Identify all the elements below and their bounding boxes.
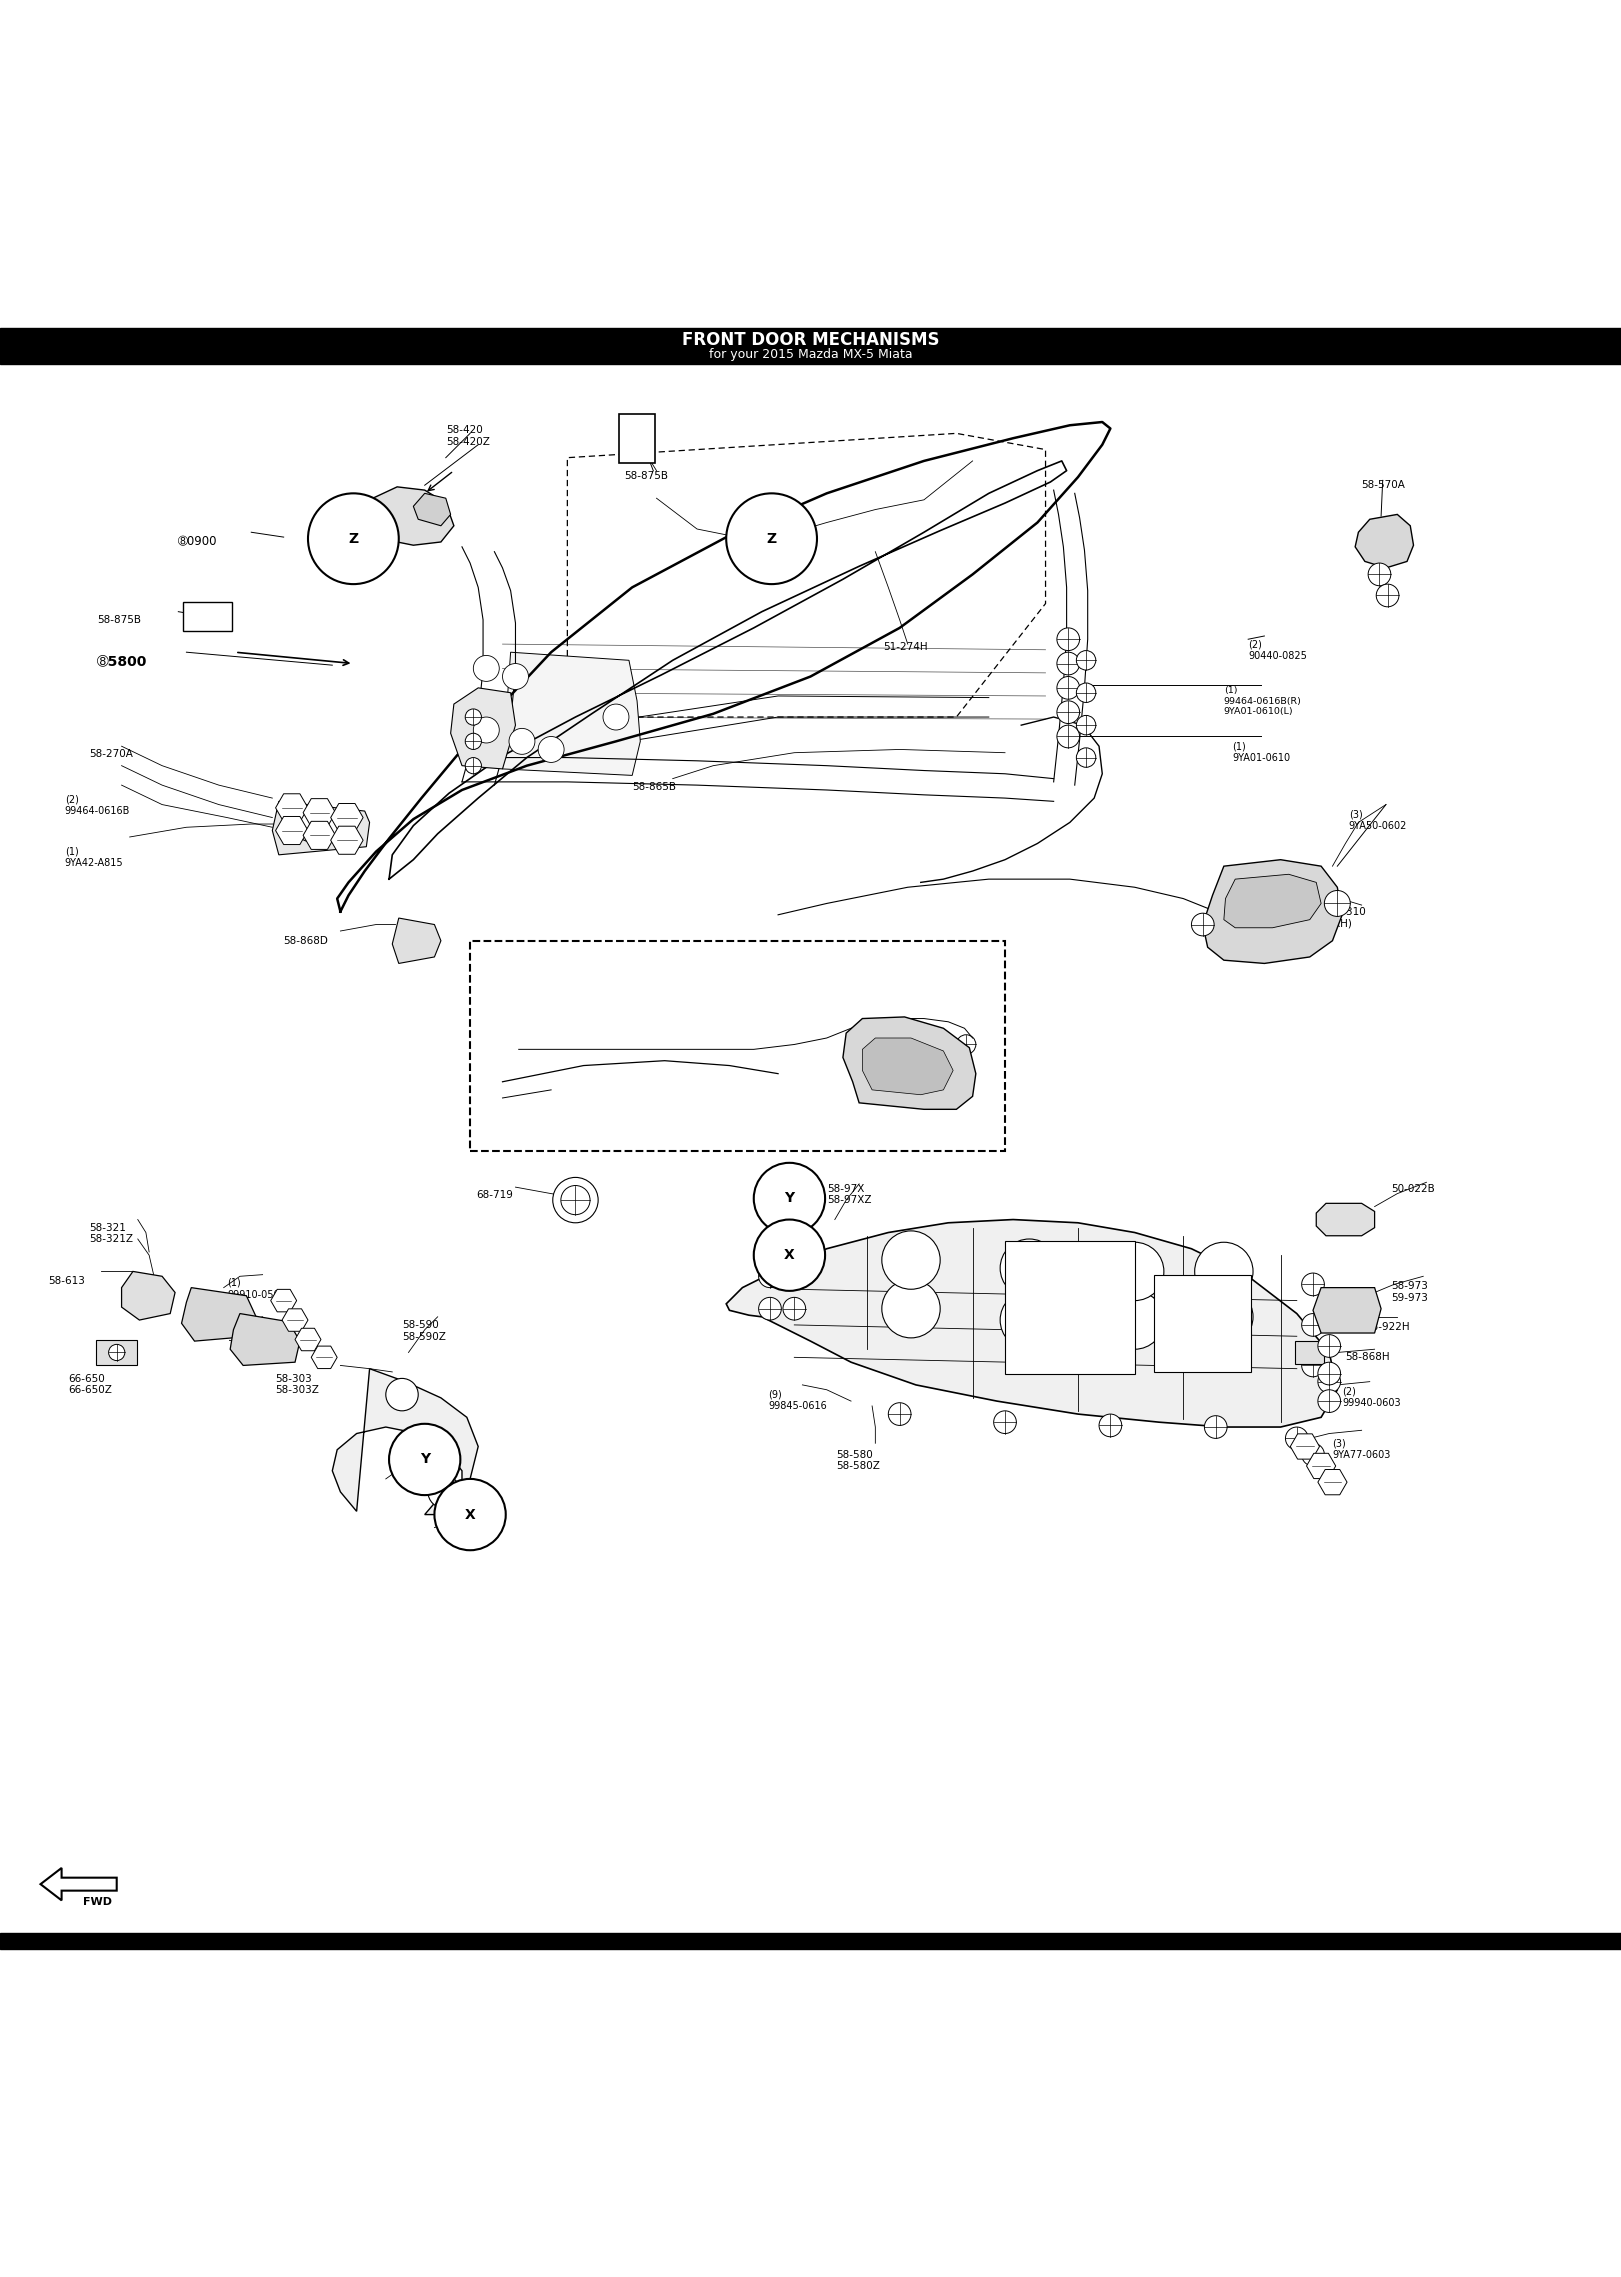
Circle shape [783,1257,806,1280]
Polygon shape [357,487,454,544]
Circle shape [428,1475,460,1507]
Circle shape [888,1403,911,1425]
Circle shape [465,733,481,749]
Text: Y: Y [785,1191,794,1205]
Polygon shape [1203,861,1342,963]
Text: (1)
99861-0516: (1) 99861-0516 [227,1321,285,1343]
Circle shape [1076,715,1096,735]
Text: (1)
9YA42-A815: (1) 9YA42-A815 [65,847,123,868]
Circle shape [882,1280,940,1339]
Polygon shape [1290,1435,1319,1460]
Polygon shape [503,651,640,776]
Polygon shape [332,1368,478,1514]
Bar [1005,1241,1135,1373]
Circle shape [1076,683,1096,701]
Polygon shape [1355,515,1414,567]
Bar [1154,1275,1251,1373]
Text: (3)
9YA50-0602: (3) 9YA50-0602 [1349,808,1407,831]
Text: (2)
99464-0616B: (2) 99464-0616B [65,795,130,817]
Circle shape [1000,1239,1059,1298]
Polygon shape [392,918,441,963]
Polygon shape [311,1346,337,1368]
Circle shape [994,1412,1016,1435]
Text: ➇0900: ➇0900 [178,535,217,549]
Circle shape [1106,1291,1164,1350]
Circle shape [1302,1444,1324,1466]
Text: Z: Z [349,533,358,546]
Bar [96,1341,136,1364]
Circle shape [509,729,535,754]
Text: (2)
90440-0825: (2) 90440-0825 [1248,640,1307,660]
Text: (9)
99845-0616: (9) 99845-0616 [768,1389,827,1412]
Circle shape [386,1378,418,1412]
Polygon shape [1224,874,1321,927]
Circle shape [1000,1291,1059,1350]
Circle shape [1076,747,1096,767]
Circle shape [1204,1416,1227,1439]
Circle shape [759,1266,781,1287]
Text: 58-270A: 58-270A [89,749,133,761]
Text: 50-022B: 50-022B [1391,1184,1435,1193]
Polygon shape [1307,1453,1336,1478]
Text: for your 2015 Mazda MX-5 Miata: for your 2015 Mazda MX-5 Miata [708,348,913,362]
Polygon shape [413,494,451,526]
Circle shape [1318,1362,1341,1384]
Circle shape [1057,676,1080,699]
Circle shape [473,656,499,681]
Polygon shape [41,1867,117,1901]
Circle shape [1324,890,1350,915]
Circle shape [434,1478,506,1551]
Circle shape [473,717,499,742]
Text: 58-580
58-580Z: 58-580 58-580Z [836,1450,880,1471]
Polygon shape [862,1038,953,1095]
Text: 58-310Z: 58-310Z [621,1066,665,1075]
Polygon shape [272,802,370,854]
Text: 58-570A: 58-570A [1362,480,1405,490]
Circle shape [355,508,374,528]
Text: 58-973
59-973: 58-973 59-973 [1391,1282,1428,1302]
Polygon shape [303,799,336,827]
Circle shape [389,1423,460,1496]
Polygon shape [122,1271,175,1321]
Text: 68-719: 68-719 [477,1191,514,1200]
Polygon shape [726,1220,1337,1428]
Circle shape [1302,1273,1324,1296]
Polygon shape [331,804,363,831]
Text: 58-868H: 58-868H [1345,1353,1391,1362]
Text: 58-865B: 58-865B [632,781,676,792]
Bar [619,414,655,462]
Circle shape [754,1220,825,1291]
Text: 66-650
66-650Z: 66-650 66-650Z [68,1373,112,1396]
Text: (1)
99464-0616B: (1) 99464-0616B [493,995,558,1018]
Polygon shape [1313,1287,1381,1332]
Text: ➇5800: ➇5800 [97,656,148,669]
Circle shape [726,494,817,585]
Polygon shape [1318,1469,1347,1494]
Circle shape [1099,1414,1122,1437]
Circle shape [1076,651,1096,669]
Polygon shape [271,1289,297,1312]
Polygon shape [295,1327,321,1350]
Circle shape [109,1343,125,1362]
Circle shape [465,758,481,774]
Circle shape [1318,1389,1341,1412]
Circle shape [1057,724,1080,747]
Text: (1)
9YA01-0610: (1) 9YA01-0610 [1232,742,1290,763]
Circle shape [1302,1355,1324,1378]
Circle shape [538,735,564,763]
Text: (2)
99940-0603: (2) 99940-0603 [1342,1387,1401,1407]
Circle shape [326,815,345,836]
Circle shape [1376,585,1399,606]
Circle shape [783,1298,806,1321]
Text: 58-303
58-303Z: 58-303 58-303Z [276,1373,319,1396]
Polygon shape [230,1314,300,1366]
Polygon shape [276,817,308,845]
Circle shape [956,1034,976,1054]
Bar [1295,1341,1324,1364]
Polygon shape [182,1287,256,1341]
Circle shape [1318,1334,1341,1357]
Bar [183,601,232,631]
Polygon shape [276,795,308,822]
Circle shape [1057,651,1080,674]
Circle shape [1057,701,1080,724]
